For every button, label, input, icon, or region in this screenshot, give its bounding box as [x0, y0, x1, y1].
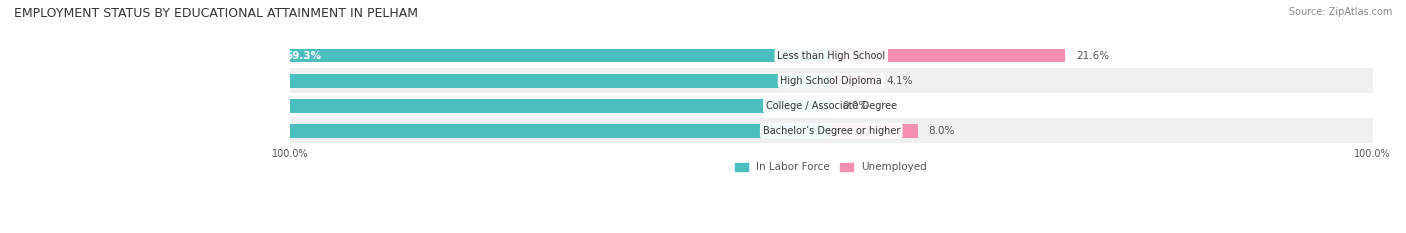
Bar: [290, 93, 1372, 118]
Text: High School Diploma: High School Diploma: [780, 76, 882, 86]
Bar: [190, 49, 831, 62]
Text: 83.2%: 83.2%: [66, 76, 101, 86]
Bar: [831, 124, 918, 138]
Bar: [831, 74, 876, 88]
Text: 8.0%: 8.0%: [929, 126, 955, 136]
Text: College / Associate Degree: College / Associate Degree: [766, 101, 897, 111]
Text: 83.7%: 83.7%: [60, 101, 97, 111]
Text: 88.5%: 88.5%: [17, 126, 53, 136]
Text: Less than High School: Less than High School: [778, 51, 886, 61]
Text: 21.6%: 21.6%: [1076, 51, 1109, 61]
Bar: [0, 74, 831, 88]
Bar: [0, 124, 831, 138]
Text: 0.0%: 0.0%: [842, 101, 869, 111]
Text: Bachelor’s Degree or higher: Bachelor’s Degree or higher: [762, 126, 900, 136]
Bar: [290, 43, 1372, 68]
Legend: In Labor Force, Unemployed: In Labor Force, Unemployed: [731, 158, 931, 176]
Text: Source: ZipAtlas.com: Source: ZipAtlas.com: [1288, 7, 1392, 17]
Bar: [0, 99, 831, 113]
Text: 4.1%: 4.1%: [887, 76, 912, 86]
Text: 59.3%: 59.3%: [285, 51, 322, 61]
Bar: [290, 68, 1372, 93]
Bar: [290, 118, 1372, 143]
Text: EMPLOYMENT STATUS BY EDUCATIONAL ATTAINMENT IN PELHAM: EMPLOYMENT STATUS BY EDUCATIONAL ATTAINM…: [14, 7, 418, 20]
Bar: [831, 49, 1066, 62]
